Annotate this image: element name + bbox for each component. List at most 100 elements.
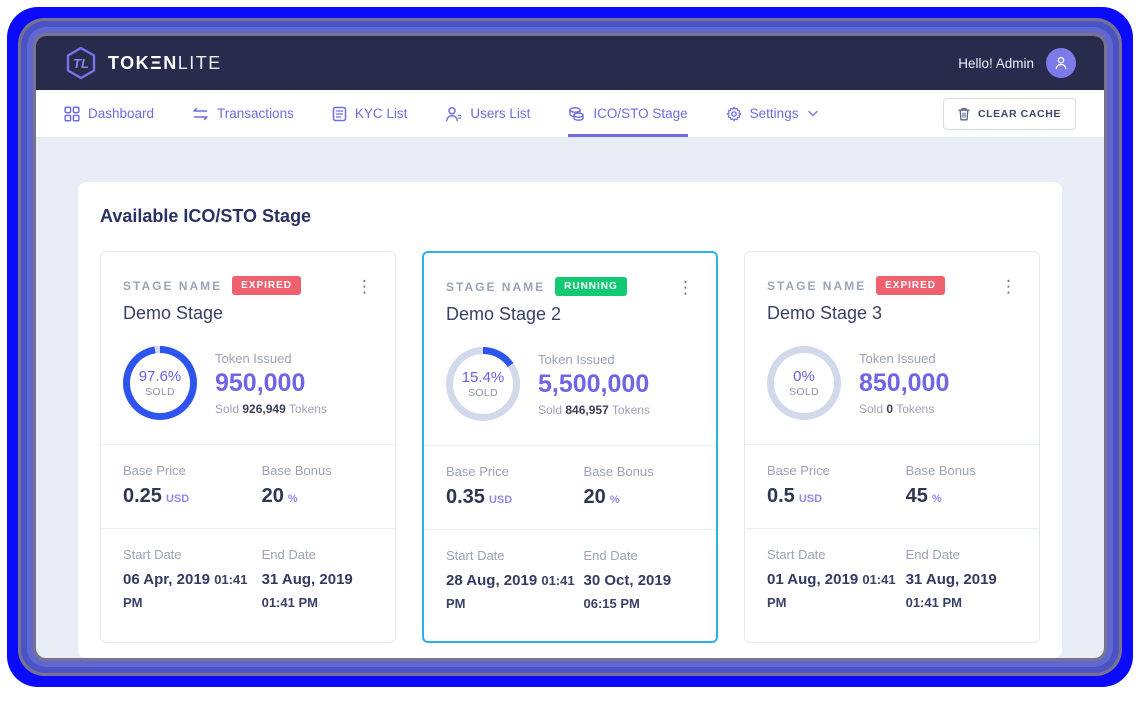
base-bonus-label: Base Bonus [261,463,332,478]
stage-card: STAGE NAME EXPIRED Demo Stage ⋮ 97.6% SO… [100,251,396,643]
nav-item-users-list[interactable]: Users List [445,90,530,137]
card-menu-kebab-icon[interactable]: ⋮ [677,278,694,297]
card-menu-kebab-icon[interactable]: ⋮ [1000,277,1017,296]
brand-logo[interactable]: TL TOKΞNLITE [64,46,222,80]
token-issued-label: Token Issued [538,351,615,367]
end-date-value: 31 Aug, 2019 01:41 PM [261,571,353,610]
nav-label: Dashboard [88,106,155,121]
token-issued-value: 950,000 [215,368,306,397]
stage-name: Demo Stage 2 [446,304,562,324]
end-date-label: End Date [583,548,638,563]
price-section: Base Price 0.5 USD Base Bonus 45% [745,444,1039,528]
user-avatar[interactable] [1046,48,1076,78]
stages-panel: Available ICO/STO Stage STAGE NAME EXPIR… [78,182,1062,658]
base-bonus-unit: % [931,493,942,505]
card-menu-kebab-icon[interactable]: ⋮ [356,277,373,296]
base-price-value: 0.5 [767,485,795,507]
content-area: Available ICO/STO Stage STAGE NAME EXPIR… [36,138,1104,658]
list-clipboard-icon [332,106,347,121]
nav-label: ICO/STO Stage [593,106,688,121]
app-header: TL TOKΞNLITE Hello! Admin [36,36,1104,90]
token-issued-block: Token Issued 5,500,000 Sold 846,957 Toke… [538,352,650,417]
sold-tokens-value: 926,949 [242,401,286,416]
sold-tokens-line: Sold 926,949 Tokens [215,401,327,416]
end-date-value: 31 Aug, 2019 01:41 PM [905,571,997,610]
trash-icon [958,107,970,120]
base-price-label: Base Price [123,463,186,478]
stage-name-label: STAGE NAME [767,278,867,293]
base-price-value: 0.25 [123,485,162,507]
stage-cards-row: STAGE NAME EXPIRED Demo Stage ⋮ 97.6% SO… [100,251,1040,643]
token-issued-block: Token Issued 850,000 Sold 0 Tokens [859,351,949,416]
card-header: STAGE NAME EXPIRED Demo Stage [101,252,395,324]
chevron-down-icon [808,110,819,117]
chart-row: 15.4% SOLD Token Issued 5,500,000 Sold 8… [424,325,716,445]
nav-item-kyc-list[interactable]: KYC List [332,90,407,137]
base-bonus-unit: % [287,493,298,505]
sold-donut-chart: 15.4% SOLD [446,347,520,421]
stage-card: STAGE NAME RUNNING Demo Stage 2 ⋮ 15.4% … [422,251,718,643]
brand-name: TOKΞNLITE [108,52,222,73]
start-date-value: 01 Aug, 2019 01:41 PM [767,571,896,610]
base-price-label: Base Price [446,464,509,479]
sold-tokens-value: 846,957 [565,402,609,417]
base-bonus-label: Base Bonus [905,463,976,478]
start-date-label: Start Date [123,547,182,562]
sold-word: SOLD [468,387,498,399]
nav-label: Users List [470,106,531,121]
user-icon [446,106,462,121]
base-bonus-value: 20 [583,486,606,508]
sold-tokens-line: Sold 0 Tokens [859,401,935,416]
sold-tokens-line: Sold 846,957 Tokens [538,402,650,417]
sold-donut-chart: 97.6% SOLD [123,346,197,420]
stage-name-label: STAGE NAME [446,279,546,294]
base-bonus-unit: % [609,494,620,506]
base-price-value: 0.35 [446,486,485,508]
base-bonus-value: 45 [905,485,928,507]
greeting-text: Hello! Admin [958,55,1034,71]
nav-label: Settings [749,106,799,121]
sold-percent: 97.6% [138,368,182,385]
nav-item-settings[interactable]: Settings [726,90,819,137]
sold-donut-chart: 0% SOLD [767,346,841,420]
clear-cache-button[interactable]: CLEAR CACHE [942,97,1076,130]
chart-row: 97.6% SOLD Token Issued 950,000 Sold 926… [101,324,395,444]
nav-item-dashboard[interactable]: Dashboard [64,90,154,137]
sold-percent: 0% [793,368,815,385]
nav-item-ico-sto-stage[interactable]: ICO/STO Stage [568,90,688,137]
status-badge: EXPIRED [876,276,946,295]
card-header: STAGE NAME EXPIRED Demo Stage 3 [745,252,1039,324]
end-date-label: End Date [261,547,316,562]
start-date-value: 28 Aug, 2019 01:41 PM [446,572,575,611]
tokenlite-hexagon-icon: TL [66,46,96,80]
base-price-unit: USD [488,494,513,506]
base-bonus-value: 20 [261,485,284,507]
card-header: STAGE NAME RUNNING Demo Stage 2 [424,253,716,325]
base-bonus-label: Base Bonus [583,464,654,479]
base-price-unit: USD [165,493,190,505]
nav-item-transactions[interactable]: Transactions [192,90,294,137]
token-issued-label: Token Issued [859,350,936,366]
sold-percent: 15.4% [461,369,505,386]
page-title: Available ICO/STO Stage [100,206,312,226]
price-section: Base Price 0.35 USD Base Bonus 20% [424,445,716,529]
stage-card: STAGE NAME EXPIRED Demo Stage 3 ⋮ 0% SOL… [744,251,1040,643]
status-badge: RUNNING [555,277,627,296]
stage-name: Demo Stage [123,303,224,323]
end-date-value: 30 Oct, 2019 06:15 PM [583,572,672,611]
stage-name: Demo Stage 3 [767,303,883,323]
main-nav: Dashboard Transactions KYC List [36,90,1104,138]
token-issued-label: Token Issued [215,350,292,366]
chart-row: 0% SOLD Token Issued 850,000 Sold 0 Toke… [745,324,1039,444]
sold-word: SOLD [145,386,175,398]
sold-word: SOLD [789,386,819,398]
swap-arrows-icon [193,107,208,120]
token-issued-value: 850,000 [859,368,950,397]
token-issued-block: Token Issued 950,000 Sold 926,949 Tokens [215,351,327,416]
dates-section: Start Date 28 Aug, 2019 01:41 PM End Dat… [424,529,716,641]
dates-section: Start Date 06 Apr, 2019 01:41 PM End Dat… [101,528,395,640]
start-date-label: Start Date [446,548,505,563]
nav-label: Transactions [217,106,294,121]
sold-tokens-value: 0 [886,401,894,416]
